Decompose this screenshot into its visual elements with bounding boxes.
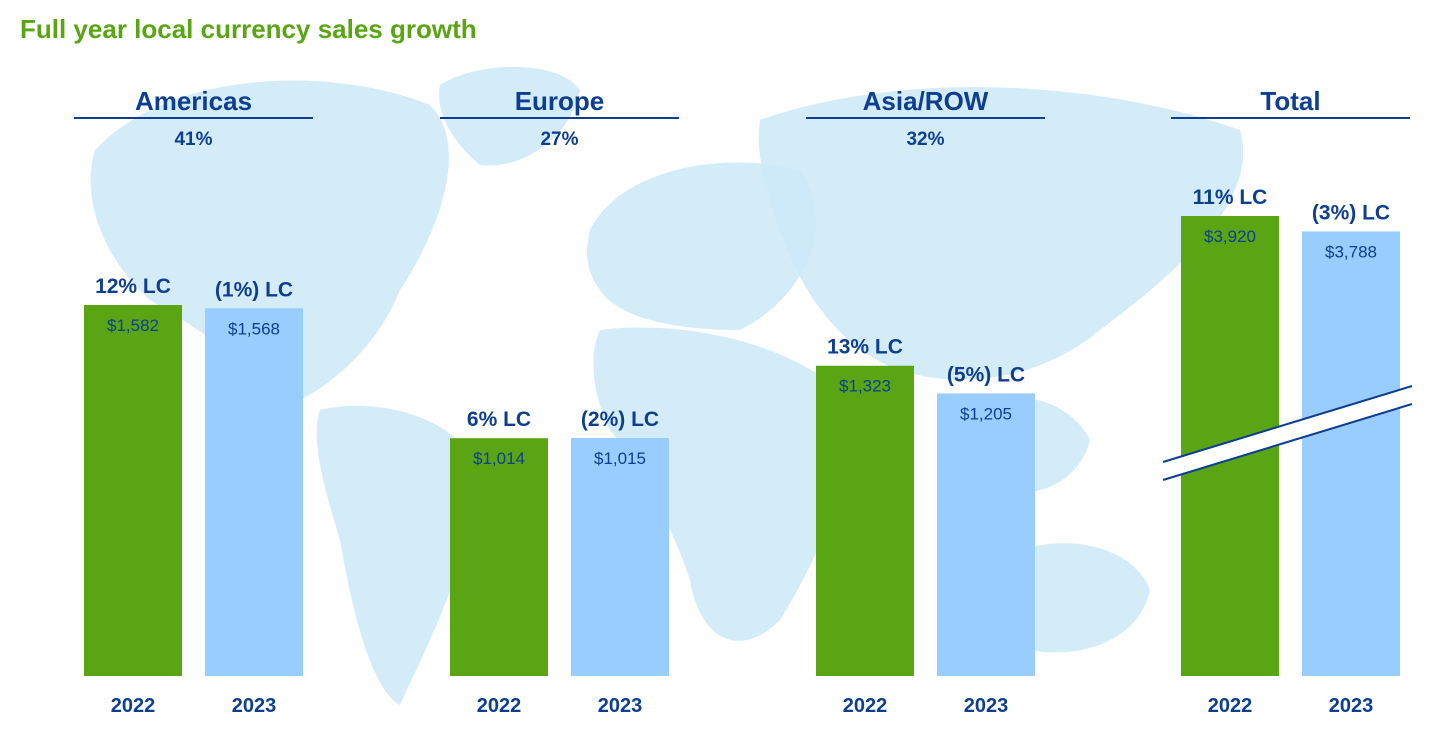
africa-shape	[593, 327, 847, 641]
europe-shape	[587, 162, 817, 330]
bar-group-asia-row: Asia/ROW 32% $1,323 13% LC 2022 $1,205 (5%) LC…	[806, 86, 1045, 717]
x-tick-label-asia-row-2022: 2022	[843, 695, 888, 717]
x-tick-label-americas-2023: 2023	[232, 695, 277, 717]
region-share-europe: 27%	[540, 129, 578, 150]
bar-asia-row-2023	[937, 393, 1035, 676]
value-label-europe-2023: $1,015	[594, 449, 646, 468]
bar-groups: Americas 41% $1,582 12% LC 2022 $1,568 (1%) LC…	[74, 86, 1413, 717]
value-label-americas-2022: $1,582	[107, 316, 159, 335]
bar-total-2023	[1302, 231, 1400, 676]
bar-europe-2023	[571, 437, 669, 676]
region-header-americas: Americas	[135, 86, 252, 116]
growth-label-asia-row-2022: 13% LC	[827, 336, 903, 359]
x-tick-label-total-2023: 2023	[1329, 695, 1374, 717]
region-header-europe: Europe	[515, 86, 605, 116]
bar-europe-2022	[450, 438, 548, 676]
value-label-total-2023: $3,788	[1325, 242, 1377, 261]
x-tick-label-americas-2022: 2022	[111, 695, 156, 717]
asia-shape	[758, 87, 1244, 380]
north-america-shape	[90, 80, 449, 400]
growth-label-total-2023: (3%) LC	[1312, 201, 1390, 224]
region-header-total: Total	[1260, 86, 1320, 116]
growth-label-americas-2023: (1%) LC	[215, 278, 293, 301]
growth-label-americas-2022: 12% LC	[95, 275, 171, 298]
x-tick-label-europe-2023: 2023	[598, 695, 643, 717]
region-header-asia-row: Asia/ROW	[863, 86, 989, 116]
growth-label-asia-row-2023: (5%) LC	[947, 363, 1025, 386]
south-america-shape	[316, 405, 480, 705]
value-label-total-2022: $3,920	[1204, 227, 1256, 246]
greenland-shape	[439, 66, 580, 166]
growth-label-total-2022: 11% LC	[1193, 186, 1268, 209]
x-tick-label-europe-2022: 2022	[477, 695, 522, 717]
value-label-asia-row-2022: $1,323	[839, 377, 891, 396]
axis-break-band	[1163, 386, 1412, 480]
value-label-europe-2022: $1,014	[473, 449, 525, 468]
axis-break-line-upper	[1162, 385, 1413, 463]
growth-label-europe-2023: (2%) LC	[581, 408, 659, 431]
value-label-asia-row-2023: $1,205	[960, 404, 1012, 423]
region-share-asia-row: 32%	[906, 129, 944, 150]
bar-americas-2022	[84, 305, 182, 676]
chart-title: Full year local currency sales growth	[20, 14, 477, 44]
bar-group-americas: Americas 41% $1,582 12% LC 2022 $1,568 (1%) LC…	[74, 86, 313, 717]
bar-americas-2023	[205, 308, 303, 676]
region-share-americas: 41%	[174, 129, 212, 150]
x-tick-label-asia-row-2023: 2023	[964, 695, 1009, 717]
value-label-americas-2023: $1,568	[228, 319, 280, 338]
bar-group-europe: Europe 27% $1,014 6% LC 2022 $1,015 (2%) LC 202…	[440, 86, 679, 717]
growth-label-europe-2022: 6% LC	[467, 408, 531, 431]
bar-group-total: Total $3,920 11% LC 2022 $3,788 (3%) LC 2023	[1162, 86, 1413, 717]
bar-asia-row-2022	[816, 365, 914, 676]
x-tick-label-total-2022: 2022	[1208, 695, 1253, 717]
axis-break-line-lower	[1162, 403, 1413, 481]
